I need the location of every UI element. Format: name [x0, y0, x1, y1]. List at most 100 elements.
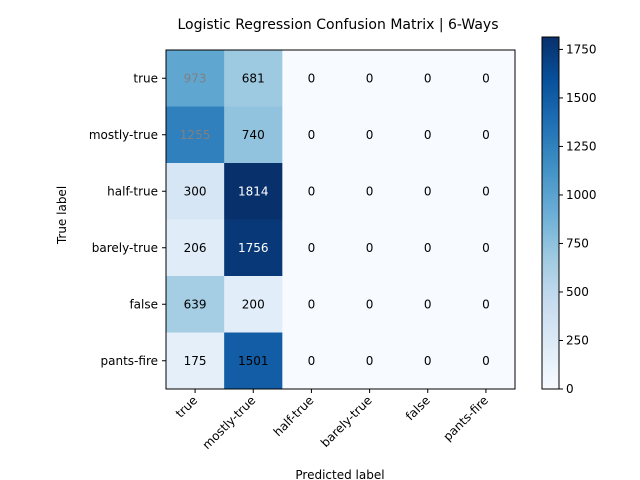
cell-value-5-3: 0	[366, 354, 374, 368]
heatmap-cell-5-1	[224, 332, 283, 390]
cell-value-0-4: 0	[424, 71, 432, 85]
cell-value-0-0: 973	[184, 71, 207, 85]
heatmap-cell-2-4	[398, 163, 458, 220]
cell-value-0-2: 0	[308, 71, 316, 85]
y-tick-label: mostly-true	[89, 128, 158, 142]
cell-value-0-1: 681	[242, 71, 265, 85]
cell-value-0-3: 0	[366, 71, 374, 85]
cell-value-2-0: 300	[184, 184, 207, 198]
y-tick-label: barely-true	[92, 241, 158, 255]
heatmap-cell-4-4	[398, 276, 458, 333]
chart-title: Logistic Regression Confusion Matrix | 6…	[177, 17, 498, 33]
heatmap-cell-1-4	[398, 106, 458, 164]
heatmap-cell-4-5	[456, 276, 516, 333]
cell-value-4-2: 0	[308, 297, 316, 311]
colorbar-tick-label: 500	[566, 285, 589, 299]
colorbar-tick-label: 1750	[566, 42, 597, 56]
cell-value-1-2: 0	[308, 128, 316, 142]
cell-value-5-4: 0	[424, 354, 432, 368]
x-axis-label: Predicted label	[295, 468, 384, 480]
cell-value-1-0: 1255	[180, 128, 211, 142]
heatmap-cells	[166, 50, 516, 390]
colorbar-tick-label: 1250	[566, 139, 597, 153]
heatmap-cell-1-0	[166, 106, 225, 164]
cell-value-3-2: 0	[308, 241, 316, 255]
heatmap-cell-4-0	[166, 276, 225, 333]
cell-value-2-3: 0	[366, 184, 374, 198]
cell-value-1-5: 0	[482, 128, 490, 142]
plot-frame	[165, 49, 516, 390]
cell-value-0-5: 0	[482, 71, 490, 85]
y-axis-ticks: true mostly-true half-true barely-true false…	[89, 71, 166, 368]
heatmap-cell-0-1	[224, 50, 283, 107]
x-tick-label: half-true	[271, 393, 317, 439]
heatmap-cell-2-2	[282, 163, 341, 220]
cell-value-5-0: 175	[184, 354, 207, 368]
heatmap-cell-1-5	[456, 106, 516, 164]
x-tick-label: false	[403, 393, 433, 423]
y-axis-label: True label	[55, 186, 69, 245]
colorbar-tick-label: 1000	[566, 188, 597, 202]
heatmap-cell-4-2	[282, 276, 341, 333]
heatmap-cell-5-3	[340, 332, 400, 390]
heatmap-cell-0-3	[340, 50, 400, 107]
cell-value-1-1: 740	[242, 128, 265, 142]
heatmap-cell-0-2	[282, 50, 341, 107]
heatmap-cell-2-1	[224, 163, 283, 220]
cell-value-3-1: 1756	[238, 241, 269, 255]
cell-value-2-4: 0	[424, 184, 432, 198]
cell-value-3-5: 0	[482, 241, 490, 255]
colorbar-tick-label: 750	[566, 236, 589, 250]
heatmap-cell-3-2	[282, 219, 341, 277]
cell-value-2-2: 0	[308, 184, 316, 198]
colorbar	[541, 36, 560, 390]
heatmap-cell-0-0	[166, 50, 225, 107]
colorbar-ticks: 0 250 500 750 1000 1250 1500 1750	[559, 42, 597, 396]
colorbar-tick-label: 250	[566, 333, 589, 347]
colorbar-tick-label: 1500	[566, 91, 597, 105]
heatmap-cell-0-4	[398, 50, 458, 107]
cell-value-1-3: 0	[366, 128, 374, 142]
heatmap-cell-3-4	[398, 219, 458, 277]
heatmap-cell-4-3	[340, 276, 400, 333]
cell-value-5-1: 1501	[238, 354, 269, 368]
cell-value-2-1: 1814	[238, 184, 269, 198]
heatmap-cell-5-4	[398, 332, 458, 390]
heatmap-cell-5-5	[456, 332, 516, 390]
heatmap-cell-3-0	[166, 219, 225, 277]
y-tick-label: false	[129, 297, 158, 311]
heatmap-cell-0-5	[456, 50, 516, 107]
x-tick-label: mostly-true	[200, 393, 259, 452]
heatmap-cell-3-3	[340, 219, 400, 277]
heatmap-cell-2-0	[166, 163, 225, 220]
colorbar-tick-label: 0	[566, 382, 574, 396]
cell-value-3-0: 206	[184, 241, 207, 255]
heatmap-cell-1-1	[224, 106, 283, 164]
heatmap-cell-3-1	[224, 219, 283, 277]
cell-value-4-0: 639	[184, 297, 207, 311]
heatmap-cell-3-5	[456, 219, 516, 277]
cell-value-4-5: 0	[482, 297, 490, 311]
cell-value-5-2: 0	[308, 354, 316, 368]
heatmap-cell-4-1	[224, 276, 283, 333]
heatmap-cell-5-2	[282, 332, 341, 390]
cell-value-3-3: 0	[366, 241, 374, 255]
heatmap-cell-1-2	[282, 106, 341, 164]
y-tick-label: half-true	[107, 184, 158, 198]
x-tick-label: barely-true	[318, 393, 375, 450]
cell-value-3-4: 0	[424, 241, 432, 255]
cell-value-5-5: 0	[482, 354, 490, 368]
heatmap-cell-2-3	[340, 163, 400, 220]
x-tick-label: pants-fire	[440, 393, 491, 444]
y-tick-label: pants-fire	[101, 354, 158, 368]
y-tick-label: true	[133, 71, 158, 85]
cell-value-4-3: 0	[366, 297, 374, 311]
cell-value-2-5: 0	[482, 184, 490, 198]
x-axis-ticks: true mostly-true half-true barely-true false…	[173, 389, 491, 452]
heatmap-cell-labels: 973 681 0 0 0 0 1255 740 0 0 0 0 300 1814 0 0 0 0 206 1756 0…	[180, 71, 490, 368]
cell-value-4-4: 0	[424, 297, 432, 311]
cell-value-4-1: 200	[242, 297, 265, 311]
cell-value-1-4: 0	[424, 128, 432, 142]
heatmap-cell-1-3	[340, 106, 400, 164]
